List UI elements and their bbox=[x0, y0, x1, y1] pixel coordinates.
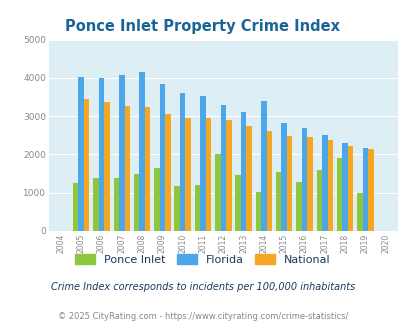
Bar bbox=[316, 170, 321, 231]
Bar bbox=[260, 101, 266, 231]
Bar bbox=[266, 131, 271, 231]
Bar bbox=[205, 118, 211, 231]
Bar bbox=[362, 148, 367, 231]
Bar bbox=[134, 174, 139, 231]
Bar bbox=[174, 186, 179, 231]
Bar bbox=[194, 185, 200, 231]
Bar bbox=[139, 72, 145, 231]
Bar bbox=[341, 143, 347, 231]
Bar bbox=[179, 93, 185, 231]
Bar bbox=[145, 107, 150, 231]
Bar bbox=[124, 106, 130, 231]
Text: Crime Index corresponds to incidents per 100,000 inhabitants: Crime Index corresponds to incidents per… bbox=[51, 282, 354, 292]
Bar bbox=[286, 136, 292, 231]
Text: © 2025 CityRating.com - https://www.cityrating.com/crime-statistics/: © 2025 CityRating.com - https://www.city… bbox=[58, 312, 347, 321]
Bar bbox=[159, 83, 165, 231]
Bar bbox=[301, 128, 307, 231]
Bar bbox=[296, 182, 301, 231]
Bar bbox=[226, 120, 231, 231]
Bar bbox=[220, 105, 226, 231]
Bar bbox=[307, 137, 312, 231]
Bar bbox=[84, 99, 89, 231]
Bar bbox=[255, 192, 260, 231]
Bar bbox=[113, 178, 119, 231]
Bar bbox=[154, 168, 159, 231]
Bar bbox=[321, 135, 327, 231]
Legend: Ponce Inlet, Florida, National: Ponce Inlet, Florida, National bbox=[71, 250, 334, 269]
Bar bbox=[356, 193, 362, 231]
Bar bbox=[78, 77, 84, 231]
Bar bbox=[215, 154, 220, 231]
Bar bbox=[275, 173, 281, 231]
Bar bbox=[246, 126, 251, 231]
Bar bbox=[185, 118, 190, 231]
Bar bbox=[347, 146, 352, 231]
Bar bbox=[240, 112, 246, 231]
Bar bbox=[93, 178, 98, 231]
Bar bbox=[98, 78, 104, 231]
Bar bbox=[327, 140, 332, 231]
Bar bbox=[104, 102, 109, 231]
Bar bbox=[235, 176, 240, 231]
Bar bbox=[367, 149, 373, 231]
Bar bbox=[200, 96, 205, 231]
Bar bbox=[336, 158, 341, 231]
Bar bbox=[165, 114, 170, 231]
Bar bbox=[73, 183, 78, 231]
Text: Ponce Inlet Property Crime Index: Ponce Inlet Property Crime Index bbox=[65, 19, 340, 34]
Bar bbox=[281, 123, 286, 231]
Bar bbox=[119, 75, 124, 231]
